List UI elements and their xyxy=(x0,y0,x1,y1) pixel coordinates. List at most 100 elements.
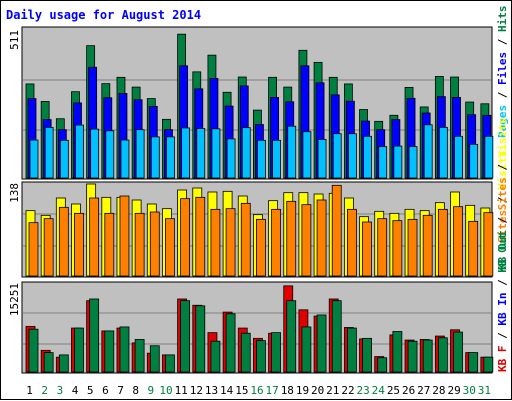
pages-bar xyxy=(408,146,418,179)
right-legend-panel-2b-part: Visits xyxy=(496,118,509,158)
sites-bar xyxy=(362,221,372,277)
kb-out-bar xyxy=(89,298,100,373)
kb-out-bar xyxy=(437,337,448,373)
pages-bar xyxy=(438,126,448,179)
right-legend-panel-3: KB F / KB In / KB Out xyxy=(496,233,509,372)
kb-out-bar xyxy=(240,332,251,373)
kb-out-bar xyxy=(43,352,54,373)
kb-out-bar xyxy=(165,354,175,373)
kb-out-bar xyxy=(225,313,236,373)
right-legend-panel-3-part: / xyxy=(496,326,509,346)
right-legend-panel-2b: KB Out / Sites / Visits xyxy=(496,118,509,270)
x-label-day: 19 xyxy=(296,384,309,397)
x-label-day: 27 xyxy=(417,384,430,397)
sites-bar xyxy=(58,206,69,277)
pages-bar xyxy=(135,129,145,179)
pages-bar xyxy=(150,136,160,179)
pages-bar xyxy=(105,130,115,179)
pages-bar xyxy=(484,135,494,179)
kb-out-bar xyxy=(256,340,266,373)
pages-bar xyxy=(226,138,236,179)
x-label-day: 5 xyxy=(87,384,94,397)
sites-bar xyxy=(392,220,403,277)
kb-out-bar xyxy=(286,300,297,373)
pages-bar xyxy=(454,135,463,179)
x-label-day: 15 xyxy=(235,384,248,397)
sites-bar xyxy=(453,206,463,277)
pages-bar xyxy=(241,127,251,179)
right-legend-panel-1-part: / xyxy=(496,85,509,105)
pages-bar xyxy=(211,128,221,179)
sites-bar xyxy=(346,208,357,277)
pages-bar xyxy=(317,139,327,179)
x-label-day: 12 xyxy=(190,384,203,397)
sites-bar xyxy=(407,218,418,277)
x-label-day: 30 xyxy=(463,384,476,397)
kb-out-bar xyxy=(362,337,372,373)
right-legend-panel-2-part: Visits xyxy=(496,150,509,190)
x-label-day: 13 xyxy=(205,384,218,397)
right-legend-panel-1-part: Hits xyxy=(496,6,509,33)
sites-bar xyxy=(468,220,479,277)
right-legend-panel-2b-part: Sites xyxy=(496,177,509,210)
right-legend-panel-1-part: / xyxy=(496,32,509,52)
x-label-day: 14 xyxy=(220,384,234,397)
x-label-day: 24 xyxy=(372,384,386,397)
sites-bar xyxy=(165,218,175,277)
pages-bar xyxy=(90,128,100,179)
x-label-day: 2 xyxy=(41,384,48,397)
x-label-day: 29 xyxy=(447,384,460,397)
x-label-day: 6 xyxy=(102,384,109,397)
pages-bar xyxy=(257,139,266,179)
kb-out-bar xyxy=(301,326,312,373)
x-label-day: 9 xyxy=(148,384,155,397)
kb-out-bar xyxy=(271,332,281,373)
kb-out-bar xyxy=(422,339,433,373)
right-legend-panel-1-part: Files xyxy=(496,52,509,85)
sites-bar xyxy=(28,222,39,277)
pages-bar xyxy=(347,133,357,179)
right-legend-panel-2: Sites / Visits xyxy=(496,150,509,243)
pages-bar xyxy=(287,125,297,179)
x-label-day: 20 xyxy=(311,384,324,397)
pages-bar xyxy=(196,128,206,179)
x-label-day: 22 xyxy=(341,384,354,397)
right-legend-panel-1-part: Pages xyxy=(496,105,509,138)
sites-bar xyxy=(422,214,433,277)
right-legend-panel-2-part: Sites xyxy=(496,210,509,243)
x-label-day: 11 xyxy=(175,384,188,397)
pages-bar xyxy=(423,124,433,179)
kb-out-bar xyxy=(119,326,130,373)
x-label-day: 8 xyxy=(132,384,139,397)
kb-out-bar xyxy=(180,300,191,373)
x-label-day: 1 xyxy=(26,384,33,397)
x-label-day: 7 xyxy=(117,384,124,397)
x-label-day: 23 xyxy=(357,384,370,397)
right-legend-panel-2-part: / xyxy=(496,190,509,210)
panel-3-ymax-label: 15251 xyxy=(8,283,21,316)
sites-bar xyxy=(331,184,342,277)
pages-bar xyxy=(44,126,54,179)
kb-out-bar xyxy=(149,345,160,373)
sites-bar xyxy=(483,212,494,277)
pages-bar xyxy=(302,131,312,179)
pages-bar xyxy=(272,139,281,179)
sites-bar xyxy=(74,212,84,277)
kb-out-bar xyxy=(104,330,115,373)
sites-bar xyxy=(210,208,221,277)
kb-out-bar xyxy=(346,327,357,373)
kb-out-bar xyxy=(134,339,145,373)
x-label-day: 17 xyxy=(266,384,279,397)
right-legend-panel-2b-part: / xyxy=(496,157,509,177)
pages-bar xyxy=(120,139,130,179)
right-legend-panel-3-part: / xyxy=(496,273,509,293)
kb-out-bar xyxy=(483,356,494,373)
sites-bar xyxy=(195,196,206,277)
x-label-day: 25 xyxy=(387,384,400,397)
kb-out-bar xyxy=(392,331,403,373)
right-legend-panel-1: Pages / Files / Hits xyxy=(496,6,509,139)
kb-out-bar xyxy=(453,331,463,373)
pages-bar xyxy=(59,139,69,179)
